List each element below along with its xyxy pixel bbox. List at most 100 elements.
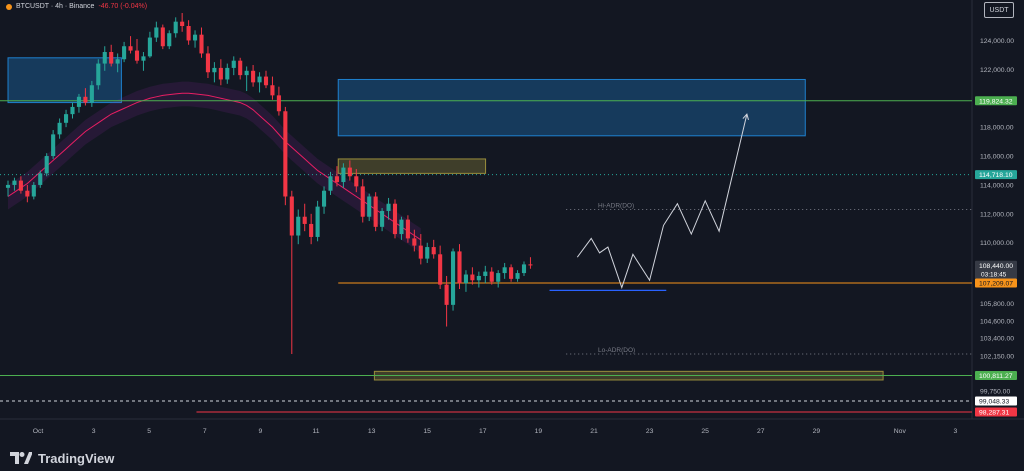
candle-body [521,264,527,274]
x-tick-label: 13 [368,428,376,435]
candle-body [122,46,127,60]
chart-header: BTCUSDT · 4h · Binance -46.70 (-0.04%) [6,3,147,10]
price-label-box [975,396,1017,406]
candle-body [147,37,152,57]
candle-body [257,76,262,83]
supply-zone-left [7,57,122,104]
footer-bar: TradingView [0,445,1024,471]
candle-body [489,271,494,282]
candle-body [44,156,49,174]
price-label-box [975,370,1017,380]
candle-body [438,254,443,285]
price-label: 107,209.07 [979,281,1013,288]
candle-body [173,21,178,34]
symbol-label[interactable]: BTCUSDT · 4h · Binance [16,3,95,10]
bitcoin-icon [6,3,12,10]
candle-body [128,46,133,51]
candle-body [225,67,230,80]
y-tick-label: 118,000.00 [980,125,1014,132]
y-tick-label: 103,400.00 [980,336,1014,343]
orderblock-yellow [337,158,487,174]
candle-body [115,59,120,64]
price-label: 98,287.31 [979,409,1009,416]
x-tick-label: 11 [312,428,319,435]
x-tick-label: 19 [535,428,543,435]
candle-body [244,70,249,76]
candle-body [25,190,30,197]
candle-body [51,134,56,157]
x-tick-label: 17 [479,428,487,435]
candle-body [231,60,236,68]
y-tick-label: 122,000.00 [980,67,1014,74]
candle-body [496,273,501,282]
candle-body [218,67,223,80]
candle-body [425,247,430,259]
candle-body [57,122,62,135]
candle-body [418,245,423,259]
candle-body [167,33,172,47]
price-label: 100,811.27 [979,373,1013,380]
candle-body [83,96,88,103]
tradingview-logo-icon[interactable] [10,452,32,464]
candle-body [322,190,327,207]
price-label-box [975,278,1017,288]
adr-annotation-1: Lo-ADR(DO) [598,347,635,354]
candle-body [212,67,217,73]
candle-body [380,210,385,227]
candle-body [367,196,372,217]
candle-body [509,267,514,279]
candle-body [96,63,101,86]
price-label: 119,824.32 [979,98,1013,105]
price-label-box [975,170,1017,180]
x-tick-label: 9 [259,428,263,435]
currency-button[interactable]: USDT [984,2,1014,18]
candle-body [102,52,107,64]
candle-body [160,27,165,47]
x-tick-label: 21 [590,428,598,435]
candle-body [89,85,94,103]
x-tick-label: Nov [894,428,907,435]
candle-body [341,167,346,183]
adr-annotation-0: Hi-ADR(DO) [598,203,634,210]
price-label-box [975,96,1017,106]
candle-body [154,27,159,38]
candle-body [451,251,456,305]
y-tick-label: 104,600.00 [980,318,1014,325]
candle-body [360,186,365,217]
x-tick-label: 5 [147,428,151,435]
candle-body [64,114,69,123]
price-label: 99,048.33 [979,398,1009,405]
candle-body [457,251,462,284]
brand-name[interactable]: TradingView [38,450,115,466]
candle-body [354,176,359,187]
candle-body [476,275,481,281]
x-tick-label: 15 [423,428,431,435]
candle-body [315,206,320,237]
x-tick-label: 25 [701,428,709,435]
candle-body [405,219,410,239]
candle-body [263,76,269,86]
candle-body [386,203,391,211]
candle-body [18,180,23,191]
candle-body [141,56,146,61]
candle-body [5,184,11,188]
candle-body [399,219,404,235]
candle-body [444,284,449,305]
ema-ribbon [8,81,421,253]
y-tick-label: 105,800.00 [980,301,1014,308]
ema-line [7,92,422,241]
x-tick-label: 7 [203,428,207,435]
candle-body [109,52,114,64]
x-tick-label: 3 [954,428,958,435]
price-label-box [975,260,1017,279]
candle-body [412,238,417,246]
candle-body [528,264,533,266]
price-label: 114,718.10 [979,172,1013,179]
candle-body [289,196,294,236]
candle-body [334,176,339,183]
candle-body [31,184,36,197]
candle-body [283,111,288,197]
candle-body [392,203,398,235]
x-tick-label: 23 [646,428,654,435]
